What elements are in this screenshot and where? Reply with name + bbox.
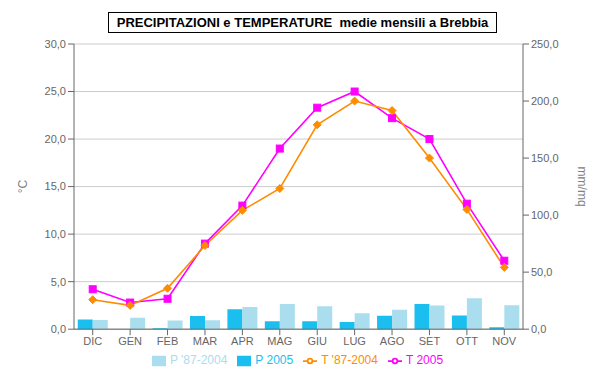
html-text:T 2005: T 2005 (406, 353, 444, 368)
svg-text:OTT: OTT (456, 335, 478, 347)
svg-text:50,0: 50,0 (531, 266, 552, 278)
svg-text:10,0: 10,0 (45, 228, 66, 240)
svg-text:APR: APR (231, 335, 254, 347)
svg-text:mm/mq: mm/mq (575, 167, 589, 207)
svg-text:°C: °C (16, 180, 30, 194)
svg-text:20,0: 20,0 (45, 133, 66, 145)
html-text:T '87-2004: T '87-2004 (321, 353, 378, 368)
svg-text:200,0: 200,0 (531, 95, 559, 107)
svg-text:MAR: MAR (193, 335, 218, 347)
svg-text:DIC: DIC (83, 335, 102, 347)
svg-text:0,0: 0,0 (531, 323, 546, 335)
html-text:P 2005: P 2005 (255, 353, 294, 368)
svg-text:0,0: 0,0 (51, 323, 66, 335)
html-text:P '87-2004: P '87-2004 (169, 353, 228, 368)
svg-text:GIU: GIU (307, 335, 327, 347)
svg-text:GEN: GEN (118, 335, 142, 347)
svg-text:5,0: 5,0 (51, 276, 66, 288)
svg-text:250,0: 250,0 (531, 38, 559, 50)
svg-text:LUG: LUG (343, 335, 366, 347)
svg-text:FEB: FEB (157, 335, 178, 347)
svg-text:MAG: MAG (267, 335, 292, 347)
svg-text:25,0: 25,0 (45, 85, 66, 97)
svg-text:30,0: 30,0 (45, 38, 66, 50)
svg-text:15,0: 15,0 (45, 180, 66, 192)
svg-text:SET: SET (419, 335, 441, 347)
svg-text:100,0: 100,0 (531, 209, 559, 221)
svg-text:NOV: NOV (492, 335, 517, 347)
svg-text:AGO: AGO (380, 335, 405, 347)
html-text:PRECIPITAZIONI e TEMPERATURE m: PRECIPITAZIONI e TEMPERATURE medie mensi… (116, 14, 489, 30)
svg-text:150,0: 150,0 (531, 152, 559, 164)
